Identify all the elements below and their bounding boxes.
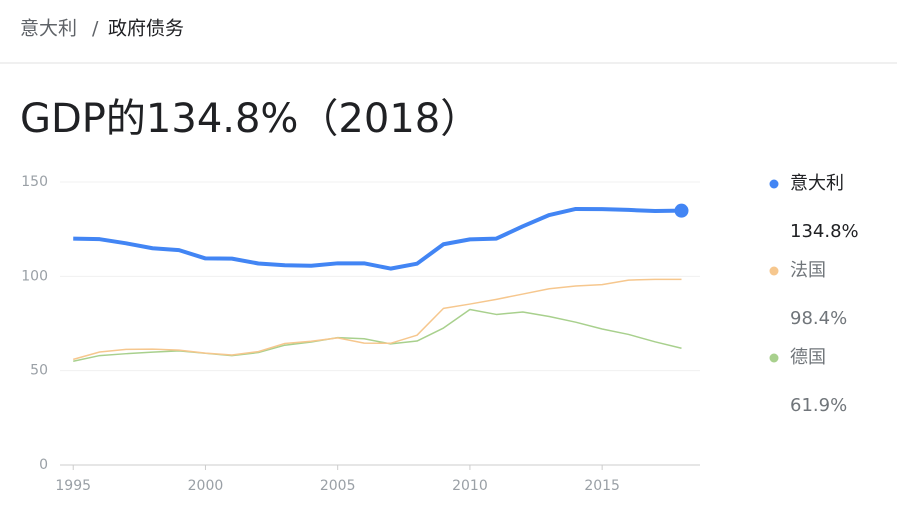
breadcrumb-item: 政府债务	[108, 18, 184, 40]
y-tick-label: 50	[30, 363, 48, 379]
x-tick-label: 2000	[188, 478, 224, 494]
y-tick-label: 150	[21, 174, 48, 190]
legend-label: 德国	[790, 347, 826, 368]
legend-label: 法国	[790, 260, 826, 281]
legend-dot	[769, 179, 779, 189]
legend-dot	[769, 266, 779, 276]
legend-value: 134.8%	[790, 221, 859, 242]
line-series	[73, 308, 682, 362]
chart-title: GDP的134.8%（2018）	[20, 96, 480, 142]
x-tick-label: 2010	[452, 478, 488, 494]
x-tick-label: 1995	[55, 478, 91, 494]
y-tick-label: 100	[21, 268, 48, 284]
breadcrumb-separator: /	[92, 18, 99, 40]
legend-value: 98.4%	[790, 308, 847, 329]
legend-label: 意大利	[790, 173, 844, 194]
breadcrumb-item[interactable]: 意大利	[20, 18, 77, 40]
point-marker	[674, 203, 689, 218]
line-series	[73, 206, 682, 271]
x-tick-label: 2005	[320, 478, 356, 494]
line-series	[73, 278, 682, 361]
legend-value: 61.9%	[790, 395, 847, 416]
y-tick-label: 0	[39, 457, 48, 473]
legend-dot	[769, 353, 779, 363]
x-tick-label: 2015	[584, 478, 620, 494]
